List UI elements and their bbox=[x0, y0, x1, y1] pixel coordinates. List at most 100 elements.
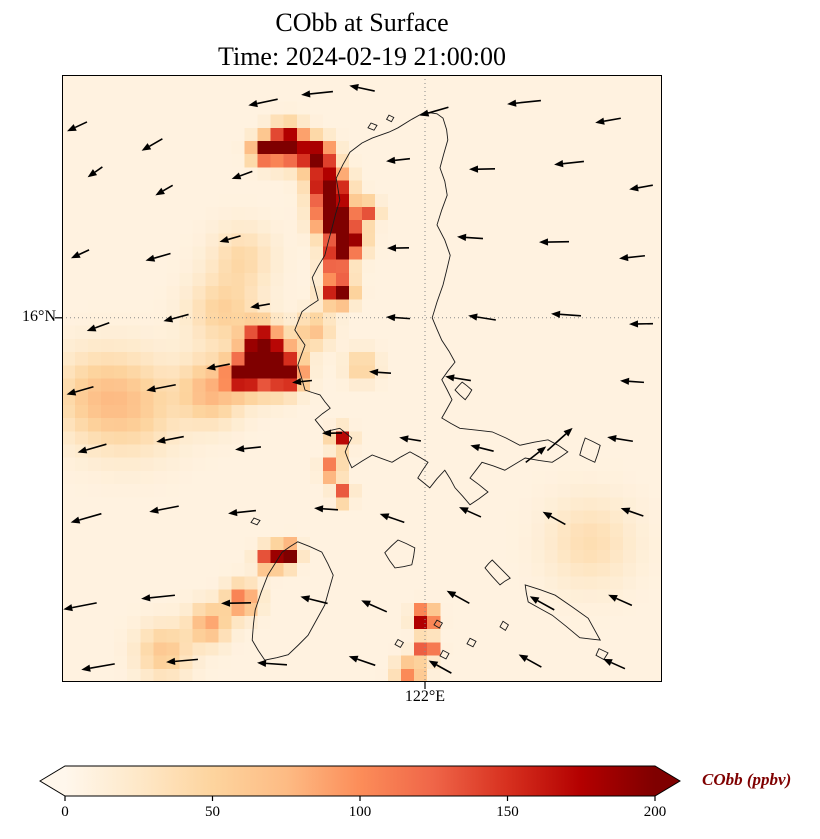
wind-arrow bbox=[141, 138, 163, 151]
wind-arrow bbox=[66, 386, 94, 396]
wind-arrow bbox=[228, 508, 257, 517]
wind-arrow bbox=[348, 655, 376, 667]
coastline-islet-d bbox=[439, 649, 450, 660]
coastline-masbate bbox=[524, 584, 602, 641]
wind-arrow bbox=[70, 512, 102, 524]
wind-arrow bbox=[457, 233, 484, 241]
wind-arrow bbox=[81, 663, 115, 672]
wind-arrow bbox=[387, 244, 410, 252]
wind-arrow bbox=[379, 513, 405, 524]
wind-arrow bbox=[300, 595, 328, 605]
wind-arrow bbox=[361, 600, 388, 613]
colorbar-tick-label: 150 bbox=[496, 804, 519, 820]
wind-arrow bbox=[399, 435, 421, 443]
chart-title: CObb at Surface bbox=[275, 8, 449, 37]
wind-arrow bbox=[146, 383, 176, 393]
heatmap-canvas bbox=[62, 75, 662, 682]
wind-arrow bbox=[620, 507, 644, 517]
chart-subtitle: Time: 2024-02-19 21:00:00 bbox=[218, 42, 506, 71]
wind-arrow bbox=[551, 310, 582, 318]
wind-arrow bbox=[86, 322, 110, 332]
coastline-islet-babuyan-2 bbox=[385, 114, 395, 123]
colorbar-under-arrow bbox=[40, 766, 65, 796]
wind-arrow bbox=[459, 507, 482, 518]
map-border bbox=[62, 75, 662, 682]
map-plot bbox=[55, 75, 662, 689]
coastlines-layer bbox=[250, 111, 609, 661]
wind-arrow bbox=[145, 252, 171, 262]
wind-arrow bbox=[386, 313, 411, 322]
coastline-islet-a bbox=[433, 619, 444, 629]
coastline-islet-ticao bbox=[499, 620, 509, 632]
wind-arrow bbox=[554, 160, 585, 168]
wind-arrow bbox=[608, 594, 633, 607]
wind-arrow bbox=[155, 184, 174, 196]
wind-arrow bbox=[141, 594, 175, 602]
wind-arrow bbox=[619, 253, 646, 262]
wind-arrow bbox=[235, 445, 262, 453]
wind-arrow bbox=[546, 427, 573, 452]
colorbar-tick-label: 50 bbox=[205, 804, 220, 820]
wind-arrow bbox=[629, 184, 653, 192]
wind-arrow bbox=[428, 660, 452, 674]
wind-arrow bbox=[607, 435, 633, 443]
wind-arrow bbox=[219, 235, 241, 243]
wind-arrow bbox=[525, 446, 547, 464]
coastline-islet-c bbox=[595, 647, 609, 661]
coastline-islet-romblon bbox=[394, 638, 405, 649]
x-axis-tick-label: 122°E bbox=[404, 688, 446, 705]
wind-arrow bbox=[470, 444, 494, 452]
wind-arrow bbox=[292, 378, 313, 386]
gridlines-layer bbox=[62, 75, 662, 682]
wind-arrow bbox=[369, 368, 392, 376]
wind-arrow bbox=[166, 657, 199, 665]
coastline-mindoro bbox=[251, 541, 334, 661]
wind-arrow bbox=[529, 596, 555, 611]
wind-arrow bbox=[248, 98, 278, 108]
wind-arrow bbox=[386, 156, 411, 164]
colorbar-tick-label: 0 bbox=[61, 804, 69, 820]
coastline-luzon bbox=[294, 111, 569, 506]
map-overlay bbox=[55, 75, 662, 689]
coastline-catanduanes bbox=[579, 437, 601, 463]
wind-arrow bbox=[206, 363, 230, 371]
wind-arrow bbox=[301, 90, 333, 98]
wind-arrow bbox=[620, 377, 645, 385]
wind-arrow bbox=[419, 106, 449, 117]
wind-arrow bbox=[156, 435, 184, 444]
wind-arrow bbox=[63, 602, 97, 612]
wind-arrow bbox=[231, 170, 253, 180]
wind-arrow bbox=[518, 654, 542, 668]
wind-arrow bbox=[250, 302, 270, 310]
coastline-marinduque bbox=[384, 539, 416, 569]
wind-arrow bbox=[446, 590, 470, 605]
wind-arrow bbox=[322, 429, 343, 437]
coastline-islet-b bbox=[466, 637, 477, 648]
wind-arrow bbox=[221, 599, 252, 607]
wind-arrow bbox=[539, 238, 570, 246]
coastline-polillo bbox=[454, 381, 473, 401]
wind-arrow bbox=[257, 659, 288, 667]
wind-arrows-layer bbox=[63, 84, 654, 674]
colorbar-gradient bbox=[65, 766, 655, 796]
wind-arrow bbox=[70, 249, 90, 259]
colorbar-tick-label: 200 bbox=[644, 804, 667, 820]
coastline-islet-lubang bbox=[250, 517, 261, 526]
wind-arrow bbox=[87, 166, 103, 178]
y-axis-tick-label: 16°N bbox=[22, 308, 56, 325]
wind-arrow bbox=[629, 320, 654, 328]
wind-arrow bbox=[542, 511, 566, 526]
colorbar-tick-label: 100 bbox=[349, 804, 372, 820]
wind-arrow bbox=[595, 117, 621, 125]
wind-arrow bbox=[67, 121, 88, 132]
wind-arrow bbox=[469, 165, 496, 173]
coastline-islet-babuyan-1 bbox=[367, 122, 378, 131]
wind-arrow bbox=[77, 443, 107, 454]
colorbar: 0 50 100 150 200 bbox=[39, 765, 681, 820]
coastline-burias bbox=[484, 559, 511, 586]
wind-arrow bbox=[149, 505, 179, 514]
wind-arrow bbox=[468, 313, 496, 321]
colorbar-over-arrow bbox=[655, 766, 680, 796]
wind-arrow bbox=[314, 505, 339, 513]
